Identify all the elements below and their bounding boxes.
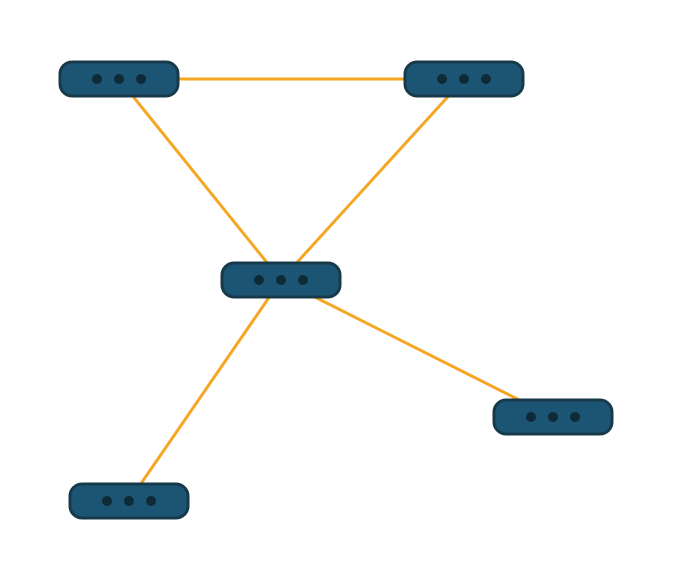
server-node-bottom-right [494, 400, 612, 434]
network-diagram [0, 0, 693, 577]
server-node-bottom-left [70, 484, 188, 518]
status-dot-icon [146, 496, 156, 506]
status-dot-icon [481, 74, 491, 84]
status-dot-icon [548, 412, 558, 422]
nodes-layer [60, 62, 612, 518]
server-node-top-left [60, 62, 178, 96]
status-dot-icon [92, 74, 102, 84]
server-node-top-right [405, 62, 523, 96]
status-dot-icon [298, 275, 308, 285]
edge-top-right-center [281, 79, 464, 280]
status-dot-icon [124, 496, 134, 506]
edge-center-bottom-right [281, 280, 553, 417]
status-dot-icon [570, 412, 580, 422]
status-dot-icon [136, 74, 146, 84]
edge-center-bottom-left [129, 280, 281, 501]
status-dot-icon [114, 74, 124, 84]
status-dot-icon [437, 74, 447, 84]
status-dot-icon [254, 275, 264, 285]
edge-top-left-center [119, 79, 281, 280]
status-dot-icon [459, 74, 469, 84]
status-dot-icon [526, 412, 536, 422]
status-dot-icon [102, 496, 112, 506]
status-dot-icon [276, 275, 286, 285]
server-node-center [222, 263, 340, 297]
